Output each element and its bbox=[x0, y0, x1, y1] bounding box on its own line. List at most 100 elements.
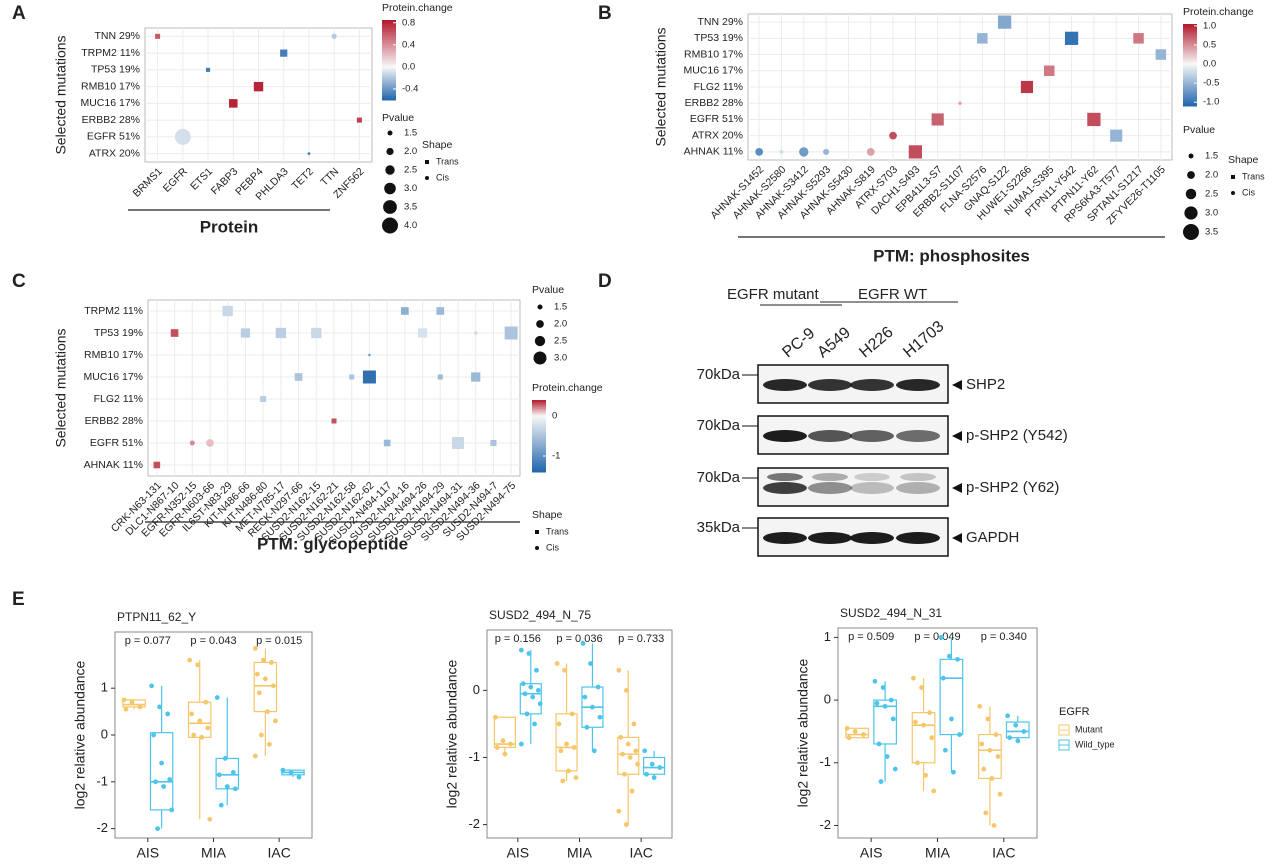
jitter-point bbox=[890, 716, 896, 722]
jitter-point bbox=[588, 661, 593, 666]
jitter-point bbox=[149, 683, 154, 689]
point-square bbox=[260, 395, 267, 403]
colorbar-slice bbox=[382, 42, 396, 45]
colorbar-slice bbox=[532, 441, 546, 444]
jitter-point bbox=[258, 732, 264, 738]
legend-title: EGFR bbox=[1059, 706, 1090, 718]
jitter-point bbox=[623, 687, 629, 693]
point-square bbox=[153, 461, 161, 469]
point-square bbox=[240, 328, 251, 338]
legend-title: Protein.change bbox=[532, 382, 603, 394]
jitter-point bbox=[884, 754, 890, 759]
band bbox=[896, 482, 940, 494]
colorbar-slice bbox=[532, 418, 546, 421]
point-square bbox=[294, 373, 303, 381]
jitter-point bbox=[991, 823, 997, 828]
jitter-point bbox=[860, 732, 866, 737]
marker-label: 70kDa bbox=[697, 417, 741, 434]
legend-title: Pvalue bbox=[532, 284, 564, 296]
colorbar-slice bbox=[1183, 77, 1197, 80]
point-square bbox=[253, 81, 264, 92]
colorbar-slice bbox=[532, 468, 546, 471]
size-label: 4.0 bbox=[404, 220, 417, 231]
jitter-point bbox=[187, 657, 193, 663]
jitter-point bbox=[153, 779, 158, 785]
size-key bbox=[537, 304, 543, 310]
point-square bbox=[425, 160, 429, 164]
colorbar-slice bbox=[382, 72, 396, 75]
colorbar-slice bbox=[532, 407, 546, 410]
point-square bbox=[401, 307, 409, 315]
jitter-point bbox=[252, 645, 258, 651]
point-square bbox=[471, 372, 481, 382]
colorbar-slice bbox=[532, 400, 546, 403]
jitter-point bbox=[878, 779, 884, 784]
colorbar-slice bbox=[532, 416, 546, 419]
jitter-point bbox=[625, 741, 631, 747]
p-value-label: p = 0.015 bbox=[256, 635, 302, 647]
size-key bbox=[536, 320, 544, 328]
band bbox=[850, 532, 894, 544]
jitter-point bbox=[121, 697, 127, 703]
y-axis-title: Selected mutations bbox=[53, 35, 69, 154]
colorbar-slice bbox=[532, 434, 546, 437]
arrow bbox=[952, 380, 962, 390]
y-tick-label: RMB10 17% bbox=[81, 80, 140, 92]
colorbar-slice bbox=[532, 445, 546, 448]
size-label: 2.0 bbox=[1205, 170, 1218, 181]
jitter-point bbox=[938, 635, 944, 640]
colorbar-slice bbox=[1183, 24, 1197, 27]
x-tick-label: MIA bbox=[201, 845, 227, 861]
colorbar-slice bbox=[1183, 73, 1197, 76]
jitter-point bbox=[921, 722, 926, 728]
shape-label: Trans bbox=[1242, 171, 1265, 181]
panel-label: D bbox=[598, 271, 612, 292]
box bbox=[939, 658, 964, 736]
colorbar-slice bbox=[532, 463, 546, 466]
chart-title: SUSD2_494_N_31 bbox=[840, 606, 942, 620]
colorbar-slice bbox=[382, 62, 396, 65]
point-square bbox=[1110, 129, 1123, 142]
chart-title: PTPN11_62_Y bbox=[117, 610, 196, 624]
point-circle bbox=[779, 149, 784, 154]
size-label: 3.0 bbox=[1205, 208, 1218, 219]
colorbar-slice bbox=[1183, 97, 1197, 101]
jitter-point bbox=[571, 745, 577, 750]
colorbar-slice bbox=[532, 457, 546, 460]
chart-title: SUSD2_494_N_75 bbox=[489, 608, 591, 622]
band bbox=[812, 473, 848, 481]
jitter-point bbox=[520, 681, 526, 687]
point-circle bbox=[425, 176, 429, 180]
p-value-label: p = 0.156 bbox=[495, 633, 541, 645]
x-axis-title: PTM: glycopeptide bbox=[257, 534, 408, 553]
colorbar-slice bbox=[532, 430, 546, 433]
point-circle bbox=[331, 33, 337, 39]
box bbox=[149, 732, 174, 811]
colorbar-label: 0.5 bbox=[1203, 39, 1216, 50]
colorbar-slice bbox=[382, 52, 396, 55]
band bbox=[900, 473, 936, 481]
legend-title: Shape bbox=[422, 139, 453, 151]
colorbar-slice bbox=[1183, 30, 1197, 33]
jitter-point bbox=[633, 748, 639, 754]
colorbar-slice bbox=[382, 24, 396, 27]
colorbar-slice bbox=[532, 466, 546, 469]
size-label: 2.0 bbox=[554, 319, 567, 330]
band bbox=[850, 379, 894, 391]
jitter-point bbox=[580, 641, 586, 646]
group-label: EGFR WT bbox=[858, 286, 927, 303]
y-tick-label: MUC16 17% bbox=[683, 65, 743, 77]
jitter-point bbox=[493, 714, 498, 720]
band bbox=[767, 473, 803, 481]
size-key bbox=[1183, 224, 1199, 240]
legend-title: Protein.change bbox=[1183, 6, 1254, 18]
marker-label: 70kDa bbox=[697, 366, 741, 383]
size-label: 1.5 bbox=[404, 128, 417, 139]
point-square bbox=[998, 15, 1012, 29]
jitter-point bbox=[929, 735, 935, 741]
jitter-point bbox=[526, 651, 532, 656]
colorbar-label: -1 bbox=[552, 451, 560, 462]
jitter-point bbox=[205, 725, 211, 731]
arrow bbox=[952, 533, 962, 543]
point-square bbox=[349, 374, 355, 380]
